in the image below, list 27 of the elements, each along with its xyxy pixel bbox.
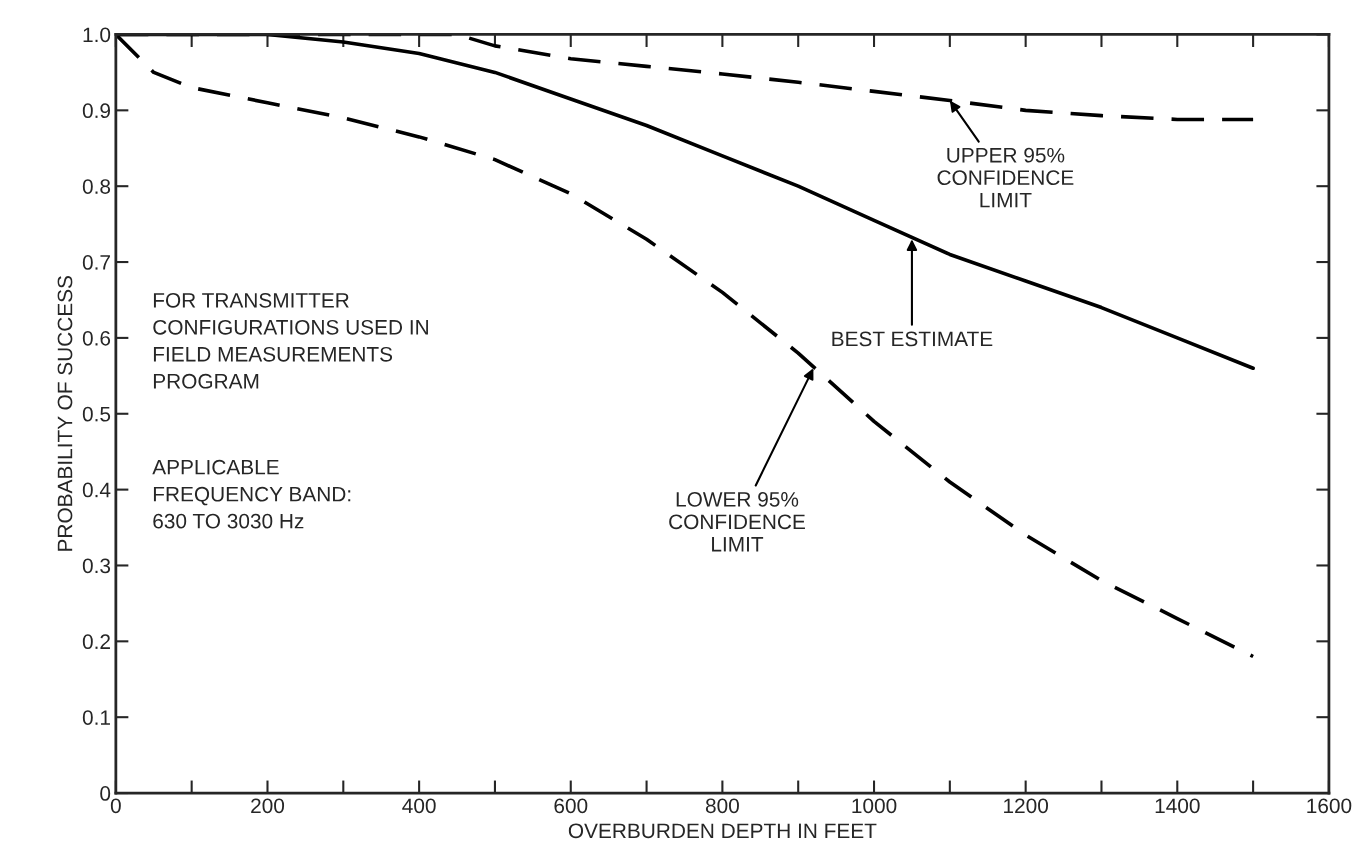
y-tick-label: 0.9 <box>82 103 111 119</box>
annotation: FOR TRANSMITTER CONFIGURATIONS USED IN FIELD MEASUREMENTS PROGRAM <box>153 292 428 389</box>
x-tick-label: 1400 <box>1155 798 1200 814</box>
y-tick-label: 0.7 <box>82 255 110 270</box>
y-tick-label: 0.2 <box>82 634 110 650</box>
y-tick-label: 0 <box>100 786 111 801</box>
y-axis-title: PROBABILITY OF SUCCESS <box>57 275 73 551</box>
x-tick-label: 600 <box>554 798 588 814</box>
annotation: APPLICABLE FREQUENCY BAND: 630 TO 3030 Hz <box>152 459 351 529</box>
y-tick-label: 0.5 <box>82 406 111 422</box>
x-tick-label: 400 <box>402 798 436 814</box>
x-tick-label: 1600 <box>1307 798 1352 814</box>
annotation: BEST ESTIMATE <box>832 331 993 347</box>
annotation: LOWER 95% CONFIDENCE LIMIT <box>669 492 805 552</box>
x-tick-label: 1000 <box>852 798 897 814</box>
x-axis-title: OVERBURDEN DEPTH IN FEET <box>568 823 877 839</box>
y-tick-label: 0.4 <box>82 482 111 498</box>
y-tick-label: 0.8 <box>82 179 111 194</box>
x-tick-label: 1200 <box>1004 798 1049 814</box>
annotation: UPPER 95% CONFIDENCE LIMIT <box>937 147 1074 208</box>
y-tick-label: 0.1 <box>82 710 110 725</box>
y-tick-label: 0.3 <box>82 558 111 574</box>
x-tick-label: 800 <box>705 798 739 814</box>
x-tick-label: 200 <box>251 798 285 814</box>
y-tick-label: 0.6 <box>82 330 111 346</box>
y-tick-label: 1.0 <box>83 27 111 43</box>
x-tick-label: 0 <box>110 798 121 814</box>
